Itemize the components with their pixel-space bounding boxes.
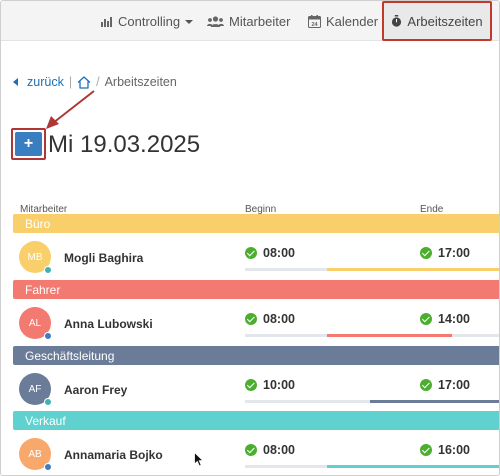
time-fill xyxy=(326,334,453,337)
end-time-value: 16:00 xyxy=(438,443,470,457)
table-row[interactable]: MB Mogli Baghira 08:00 17:00 xyxy=(13,235,499,281)
nav-controlling-label: Controlling xyxy=(118,13,181,29)
end-time[interactable]: 14:00 xyxy=(420,312,470,326)
chart-icon xyxy=(101,16,112,27)
begin-time-value: 08:00 xyxy=(263,443,295,457)
check-icon xyxy=(245,379,257,391)
column-header-end: Ende xyxy=(420,204,444,215)
nav-mitarbeiter-label: Mitarbeiter xyxy=(229,13,291,29)
breadcrumb-separator: / xyxy=(96,75,100,89)
status-dot xyxy=(44,266,52,274)
table-row[interactable]: AF Aaron Frey 10:00 17:00 xyxy=(13,367,499,413)
breadcrumb-separator: | xyxy=(68,75,73,89)
time-track xyxy=(245,268,499,271)
calendar-day-number: 24 xyxy=(311,22,318,28)
time-fill xyxy=(326,268,499,271)
column-header-begin: Beginn xyxy=(245,204,277,215)
check-icon xyxy=(420,379,432,391)
mouse-cursor-icon xyxy=(194,452,204,467)
time-track xyxy=(245,334,499,337)
stopwatch-icon xyxy=(392,15,402,27)
employee-name[interactable]: Mogli Baghira xyxy=(64,251,144,265)
time-fill xyxy=(326,465,499,468)
nav-mitarbeiter[interactable]: Mitarbeiter xyxy=(207,1,290,41)
chevron-down-icon xyxy=(185,20,194,24)
nav-kalender-label: Kalender xyxy=(326,13,379,29)
table-row[interactable]: AB Annamaria Bojko 08:00 16:00 xyxy=(13,432,499,475)
employee-name[interactable]: Annamaria Bojko xyxy=(64,448,163,462)
end-time-value: 17:00 xyxy=(438,378,470,392)
back-arrow-icon[interactable] xyxy=(13,78,18,86)
employee-name[interactable]: Anna Lubowski xyxy=(64,317,153,331)
check-icon xyxy=(420,313,432,325)
home-icon[interactable] xyxy=(77,75,91,89)
begin-time[interactable]: 08:00 xyxy=(245,246,295,260)
end-time[interactable]: 17:00 xyxy=(420,246,470,260)
status-dot xyxy=(44,463,52,471)
group-header: Büro xyxy=(13,214,499,233)
begin-time[interactable]: 08:00 xyxy=(245,312,295,326)
end-time-value: 17:00 xyxy=(438,246,470,260)
begin-time[interactable]: 10:00 xyxy=(245,378,295,392)
top-navigation: Controlling Mitarbeiter 24 Kalender xyxy=(1,1,499,41)
time-fill xyxy=(370,400,499,403)
check-icon xyxy=(245,444,257,456)
begin-time-value: 08:00 xyxy=(263,246,295,260)
nav-controlling[interactable]: Controlling xyxy=(101,1,194,41)
status-dot xyxy=(44,398,52,406)
time-track xyxy=(245,400,499,403)
time-track xyxy=(245,465,499,468)
breadcrumb: zurück | / Arbeitszeiten xyxy=(13,74,177,90)
check-icon xyxy=(245,247,257,259)
group-header: Fahrer xyxy=(13,280,499,299)
end-time-value: 14:00 xyxy=(438,312,470,326)
calendar-icon: 24 xyxy=(308,14,321,28)
nav-arbeitszeiten[interactable]: Arbeitszeiten xyxy=(382,1,492,41)
status-dot xyxy=(44,332,52,340)
begin-time[interactable]: 08:00 xyxy=(245,443,295,457)
employee-name[interactable]: Aaron Frey xyxy=(64,383,128,397)
plus-icon: + xyxy=(15,132,42,156)
check-icon xyxy=(245,313,257,325)
nav-arbeitszeiten-label: Arbeitszeiten xyxy=(407,13,483,29)
group-header: Verkauf xyxy=(13,411,499,430)
page-title: Mi 19.03.2025 xyxy=(48,131,201,158)
end-time[interactable]: 16:00 xyxy=(420,443,470,457)
begin-time-value: 08:00 xyxy=(263,312,295,326)
end-time[interactable]: 17:00 xyxy=(420,378,470,392)
breadcrumb-current: Arbeitszeiten xyxy=(104,75,177,89)
users-icon xyxy=(207,15,224,27)
table-row[interactable]: AL Anna Lubowski 08:00 14:00 xyxy=(13,301,499,347)
group-header: Geschäftsleitung xyxy=(13,346,499,365)
check-icon xyxy=(420,247,432,259)
nav-kalender[interactable]: 24 Kalender xyxy=(308,1,378,41)
back-link[interactable]: zurück xyxy=(27,75,64,89)
column-header-employee: Mitarbeiter xyxy=(20,204,68,215)
add-button[interactable]: + xyxy=(11,128,46,160)
check-icon xyxy=(420,444,432,456)
begin-time-value: 10:00 xyxy=(263,378,295,392)
